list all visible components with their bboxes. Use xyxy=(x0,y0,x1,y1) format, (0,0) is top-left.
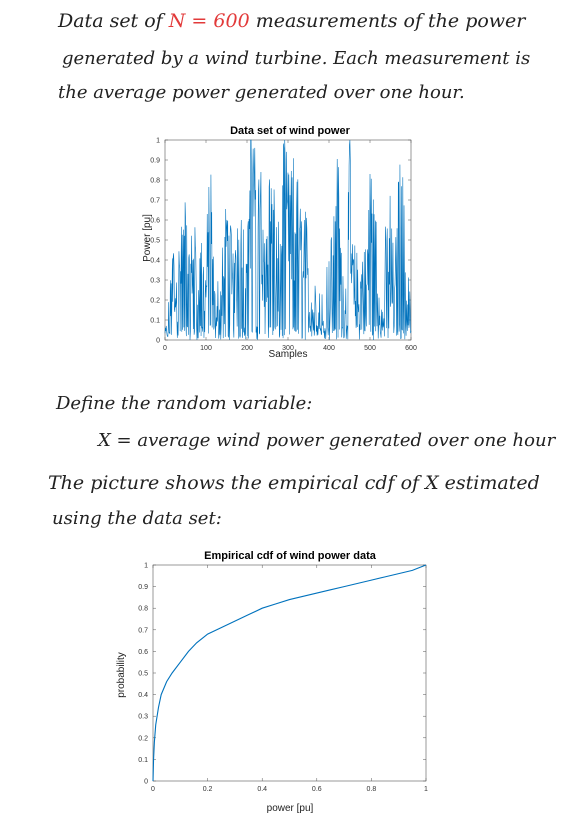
define-line: Define the random variable: xyxy=(56,393,313,414)
random-variable-line: X = average wind power generated over on… xyxy=(98,430,556,451)
chart2-ytick-label: 0.6 xyxy=(138,649,148,656)
intro-line-1: Data set of N = 600 measurements of the … xyxy=(58,10,525,32)
chart2-cdf-line xyxy=(152,564,427,782)
chart1-ytick-label: 1 xyxy=(156,138,160,145)
chart2-ylabel: probability xyxy=(116,652,127,698)
chart1-ylabel: Power [pu] xyxy=(142,214,153,262)
chart2-xtick-label: 0.8 xyxy=(367,786,377,793)
chart1-xtick-label: 500 xyxy=(364,345,376,352)
chart1-title: Data set of wind power xyxy=(230,125,351,137)
chart1-ytick-label: 0 xyxy=(156,338,160,345)
intro-line-1-pre: Data set of xyxy=(58,10,163,32)
empirical-cdf-chart: Empirical cdf of wind power data 0 0.1 0.2… xyxy=(116,550,428,814)
chart2-axes-box xyxy=(152,564,427,782)
chart2-ytick-label: 1 xyxy=(144,563,148,570)
chart1-ytick-label: 0.5 xyxy=(150,238,160,245)
chart1-xtick-label: 600 xyxy=(405,345,417,352)
intro-line-1-post: measurements of the power xyxy=(255,10,526,32)
chart2-xlabel: power [pu] xyxy=(267,803,314,814)
chart1-plot-area: 0 0.1 0.2 0.3 0.4 0.5 0.6 0.7 0.8 0.9 1 0 100 200 300 4… xyxy=(150,138,417,353)
picture-line-2: using the data set: xyxy=(52,508,222,529)
chart2-title: Empirical cdf of wind power data xyxy=(204,550,377,562)
chart2-ytick-label: 0.1 xyxy=(138,757,148,764)
chart2-xtick-label: 0.6 xyxy=(312,786,322,793)
chart2-ytick-label: 0.4 xyxy=(138,692,148,699)
chart1-ytick-label: 0.2 xyxy=(150,298,160,305)
chart2-ytick-label: 0.5 xyxy=(138,671,148,678)
chart1-xtick-label: 100 xyxy=(200,345,212,352)
chart2-ytick-label: 0.7 xyxy=(138,627,148,634)
chart2-xtick-label: 1 xyxy=(424,786,428,793)
chart2-xtick-label: 0.4 xyxy=(257,786,267,793)
chart1-ytick-label: 0.9 xyxy=(150,158,160,165)
intro-line-2: generated by a wind turbine. Each measur… xyxy=(62,48,531,69)
picture-line-1: The picture shows the empirical cdf of X… xyxy=(48,472,540,494)
chart2-ytick-label: 0 xyxy=(144,779,148,786)
chart1-ytick-label: 0.7 xyxy=(150,198,160,205)
chart1-xtick-label: 300 xyxy=(282,345,294,352)
chart2-ytick-label: 0.3 xyxy=(138,714,148,721)
chart1-xtick-label: 0 xyxy=(163,345,167,352)
chart2-ytick-label: 0.8 xyxy=(138,606,148,613)
chart1-ytick-label: 0.6 xyxy=(150,218,160,225)
intro-line-3: the average power generated over one hou… xyxy=(58,82,465,103)
chart1-ytick-label: 0.1 xyxy=(150,318,160,325)
chart1-xtick-label: 200 xyxy=(241,345,253,352)
chart1-ytick-label: 0.3 xyxy=(150,278,160,285)
chart2-xtick-label: 0.2 xyxy=(203,786,213,793)
wind-power-timeseries-chart: Data set of wind power 00.10.20.30.40.50… xyxy=(142,125,417,360)
chart2-ytick-label: 0.9 xyxy=(138,584,148,591)
chart1-series-line xyxy=(164,139,412,340)
chart2-ytick-label: 0.2 xyxy=(138,735,148,742)
chart1-xtick-label: 400 xyxy=(323,345,335,352)
sample-size-n: N = 600 xyxy=(168,10,250,32)
chart1-ytick-label: 0.8 xyxy=(150,178,160,185)
chart2-plot-area: 0 0.1 0.2 0.3 0.4 0.5 0.6 0.7 0.8 0.9 1 0 0.2 0.4 0.6 0… xyxy=(138,563,428,794)
chart1-xlabel: Samples xyxy=(269,349,308,360)
chart2-xtick-label: 0 xyxy=(151,786,155,793)
chart1-ytick-label: 0.4 xyxy=(150,258,160,265)
